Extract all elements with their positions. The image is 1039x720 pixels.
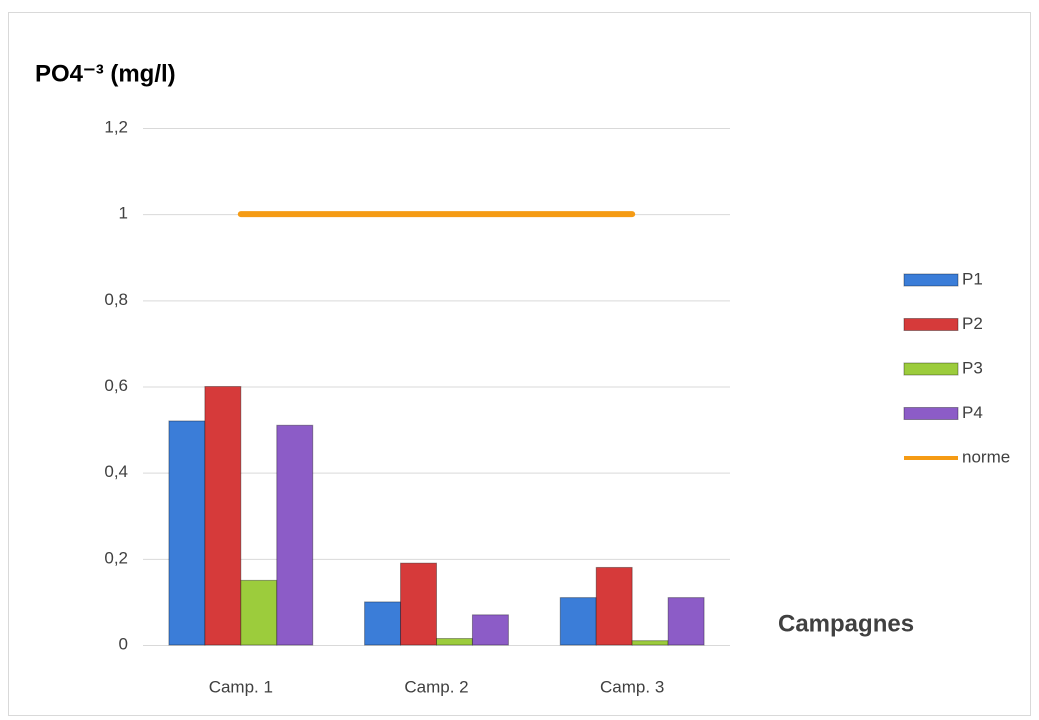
y-tick-label: 0,8 [104,290,128,309]
x-tick-label: Camp. 3 [600,677,664,696]
x-tick-label: Camp. 1 [209,677,273,696]
bar [204,386,242,646]
y-tick-label: 0 [119,634,128,653]
bar [168,420,206,646]
y-tick-label: 0,2 [104,548,128,567]
legend-swatch [903,318,959,331]
x-tick-label: Camp. 2 [404,677,468,696]
bar [595,566,633,646]
bar [559,597,597,646]
y-tick-label: 1 [119,204,128,223]
bar [667,597,705,646]
legend-swatch [903,362,959,376]
bar [240,579,278,646]
legend-label: norme [962,447,1010,466]
y-tick-label: 1,2 [104,117,128,136]
y-tick-label: 0,4 [104,462,128,481]
legend-swatch [903,407,959,420]
bar [631,640,669,646]
bar [436,638,473,646]
y-tick-label: 0,6 [104,376,128,395]
legend-swatch [903,273,959,287]
legend-label: P1 [962,269,983,288]
x-axis-label: Campagnes [778,610,914,637]
bar [400,562,438,646]
legend-label: P2 [962,314,983,333]
bar [471,614,509,646]
legend-label: P4 [962,403,983,422]
bar [276,424,314,646]
bar [364,601,402,646]
chart-title: PO4⁻³ (mg/l) [35,60,176,87]
legend-label: P3 [962,358,983,377]
